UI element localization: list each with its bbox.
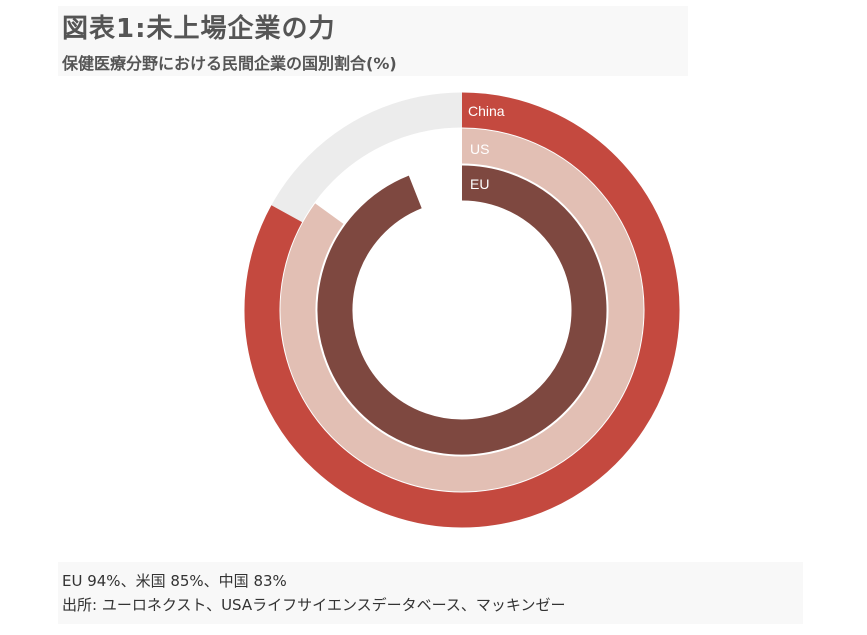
eu-ring-arc [317, 165, 607, 455]
donut-chart: China US EU [244, 92, 680, 528]
title-background [58, 6, 688, 76]
values-footnote: EU 94%、米国 85%、中国 83% [62, 572, 287, 590]
eu-ring-label: EU [470, 176, 489, 192]
us-ring-arc [280, 128, 644, 492]
source-footnote: 出所: ユーロネクスト、USAライフサイエンスデータベース、マッキンゼー [62, 596, 566, 614]
china-ring-arc [244, 92, 680, 528]
footer-background [58, 562, 803, 624]
us-ring-label: US [470, 141, 489, 157]
chart-subtitle: 保健医療分野における民間企業の国別割合(%) [62, 54, 397, 73]
chart-title: 図表1:未上場企業の力 [62, 14, 336, 44]
china-ring-label: China [468, 103, 505, 119]
